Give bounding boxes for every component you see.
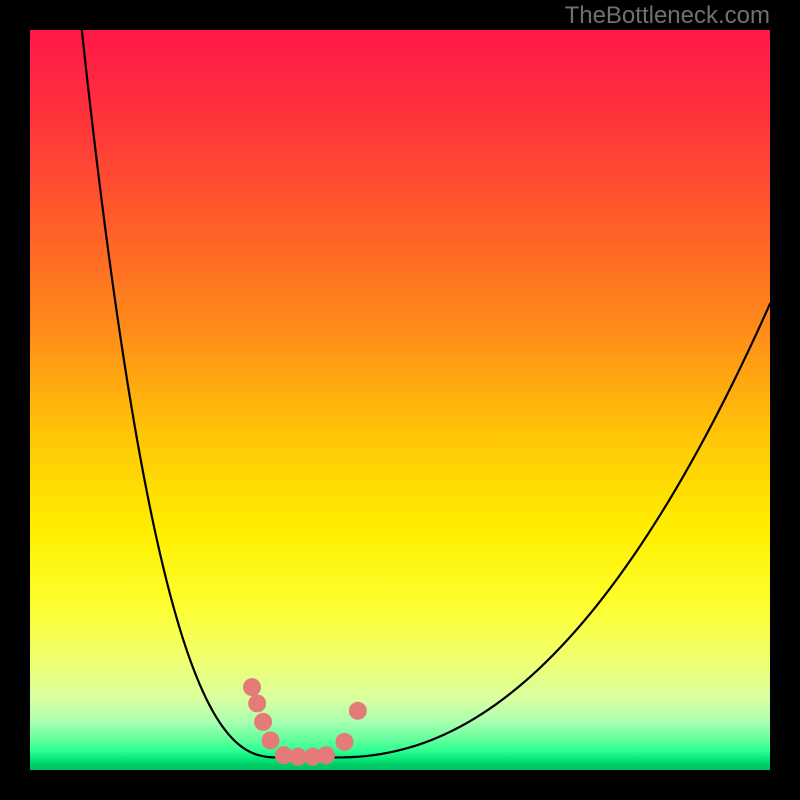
chart-container: TheBottleneck.com — [0, 0, 800, 800]
gradient-background — [30, 30, 770, 770]
plot-area — [30, 30, 770, 770]
watermark-text: TheBottleneck.com — [565, 2, 770, 30]
